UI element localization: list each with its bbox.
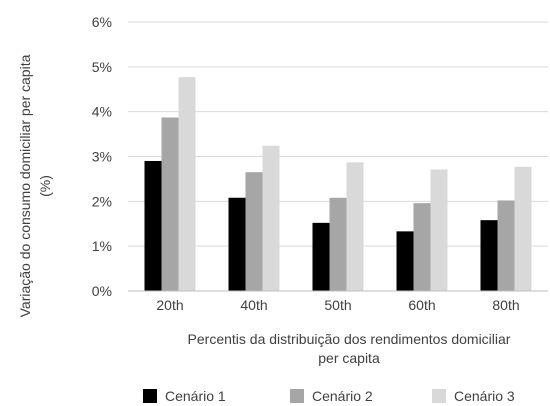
x-axis-title-line-1: Percentis da distribuição dos rendimento…: [188, 331, 511, 347]
bar-cen-rio-2-40th: [245, 172, 263, 291]
bar-cen-rio-2-50th: [329, 197, 347, 291]
x-tick-label: 80th: [492, 297, 519, 313]
legend-swatch: [290, 389, 304, 403]
legend-label: Cenário 1: [165, 388, 226, 404]
bar-cen-rio-1-60th: [396, 231, 414, 291]
y-tick-label: 0%: [92, 283, 112, 299]
gridlines: [128, 21, 548, 247]
bars: [144, 77, 532, 292]
y-axis-title: Variação do consumo domiciliar per capit…: [17, 54, 53, 317]
y-tick-label: 3%: [92, 149, 112, 165]
bar-cen-rio-1-40th: [228, 197, 246, 291]
bar-cen-rio-1-80th: [480, 220, 498, 291]
legend-label: Cenário 2: [312, 388, 373, 404]
y-axis-title-line-2: (%): [37, 175, 53, 197]
y-axis-title-line-1: Variação do consumo domiciliar per capit…: [17, 54, 33, 317]
legend: Cenário 1 Cenário 2 Cenário 3: [143, 388, 515, 404]
x-tick-label: 40th: [240, 297, 267, 313]
y-tick-label: 2%: [92, 193, 112, 209]
bar-cen-rio-2-80th: [497, 200, 515, 291]
x-axis-tick-labels: 20th 40th 50th 60th 80th: [156, 297, 519, 313]
bar-cen-rio-3-80th: [514, 166, 532, 291]
bar-cen-rio-3-20th: [178, 77, 196, 292]
bar-cen-rio-1-50th: [312, 222, 330, 291]
y-axis-tick-labels: 0% 1% 2% 3% 4% 5% 6%: [92, 14, 112, 299]
bar-cen-rio-3-60th: [430, 169, 448, 291]
x-tick-label: 60th: [408, 297, 435, 313]
legend-swatch: [143, 389, 157, 403]
x-tick-label: 20th: [156, 297, 183, 313]
y-tick-label: 6%: [92, 14, 112, 30]
legend-label: Cenário 3: [454, 388, 515, 404]
y-tick-label: 5%: [92, 59, 112, 75]
legend-swatch: [432, 389, 446, 403]
x-axis-title: Percentis da distribuição dos rendimento…: [188, 331, 511, 366]
y-tick-label: 4%: [92, 104, 112, 120]
y-tick-label: 1%: [92, 238, 112, 254]
bar-cen-rio-1-20th: [144, 160, 162, 291]
x-tick-label: 50th: [324, 297, 351, 313]
bar-cen-rio-2-20th: [161, 117, 179, 292]
x-axis-title-line-2: per capita: [318, 350, 380, 366]
bar-cen-rio-3-50th: [346, 162, 364, 291]
bar-cen-rio-3-40th: [262, 145, 280, 291]
bar-cen-rio-2-60th: [413, 203, 431, 291]
